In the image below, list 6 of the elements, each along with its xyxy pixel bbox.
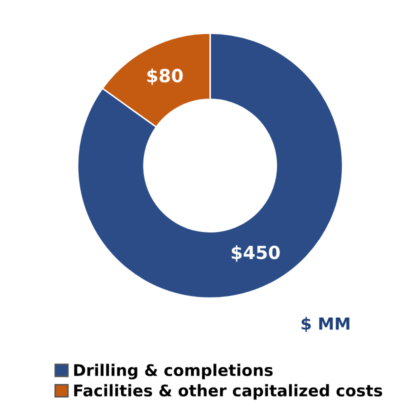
data-label: $80 (147, 68, 183, 85)
data-label: $450 (232, 245, 280, 262)
legend-label: Facilities & other capitalized costs (74, 384, 382, 400)
legend-label: Drilling & completions (74, 364, 273, 380)
text: $ MM (302, 316, 350, 332)
donut-slice (76, 32, 344, 299)
